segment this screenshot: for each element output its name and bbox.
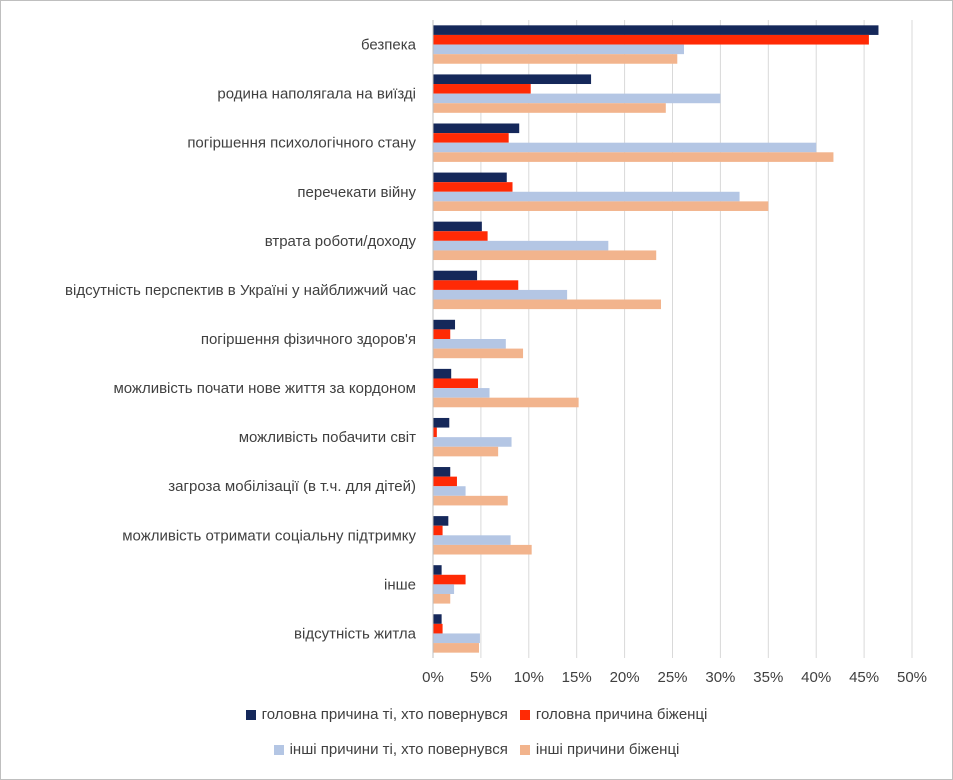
x-tick-label: 40% bbox=[801, 669, 831, 686]
bar-s0-c12 bbox=[433, 614, 442, 624]
bar-s3-c11 bbox=[433, 593, 451, 604]
category-label: загроза мобілізації (в т.ч. для дітей) bbox=[168, 478, 416, 495]
bar-s0-c11 bbox=[433, 565, 442, 575]
legend-label-main-refugees: головна причина біженці bbox=[535, 706, 708, 723]
category-label: безпека bbox=[361, 37, 417, 54]
bar-s2-c12 bbox=[433, 633, 480, 644]
category-label: можливість побачити світ bbox=[239, 429, 416, 446]
bar-s3-c1 bbox=[433, 103, 666, 113]
legend-swatch-main-refugees bbox=[519, 709, 530, 720]
legend-row-1: головна причина ті, хто повернувся голов… bbox=[0, 706, 953, 723]
x-tick-label: 25% bbox=[657, 669, 687, 686]
bar-s3-c3 bbox=[433, 201, 769, 211]
bar-s3-c4 bbox=[433, 250, 657, 261]
bar-s3-c12 bbox=[433, 643, 479, 653]
bar-s3-c8 bbox=[433, 446, 499, 457]
category-label: перечекати війну bbox=[297, 184, 416, 201]
bar-s0-c9 bbox=[433, 467, 451, 477]
bar-s3-c9 bbox=[433, 495, 508, 506]
bar-s1-c2 bbox=[433, 133, 509, 143]
bar-s0-c7 bbox=[433, 368, 452, 379]
bar-s3-c6 bbox=[433, 348, 524, 359]
legend-row-2: інші причини ті, хто повернувся інші при… bbox=[0, 741, 953, 758]
x-tick-label: 50% bbox=[897, 669, 927, 686]
bar-s2-c6 bbox=[433, 339, 506, 349]
bar-s2-c9 bbox=[433, 486, 466, 496]
bar-s2-c7 bbox=[433, 388, 490, 398]
category-label: можливість почати нове життя за кордоном bbox=[113, 380, 416, 397]
category-label: відсутність житла bbox=[294, 625, 417, 642]
bar-s2-c10 bbox=[433, 535, 511, 545]
x-tick-label: 20% bbox=[610, 669, 640, 686]
bar-s2-c5 bbox=[433, 289, 568, 300]
legend-item-other-returned: інші причини ті, хто повернувся bbox=[273, 741, 508, 758]
bar-s2-c0 bbox=[433, 44, 684, 55]
bar-chart: безпека родина наполягала на виїзді погірш… bbox=[65, 20, 927, 686]
bar-s0-c4 bbox=[433, 221, 482, 232]
bar-s1-c11 bbox=[433, 574, 466, 585]
category-label: відсутність перспектив в Україні у найбл… bbox=[65, 282, 416, 299]
bar-s3-c7 bbox=[433, 397, 579, 408]
bar-s2-c2 bbox=[433, 142, 817, 153]
bar-s2-c4 bbox=[433, 240, 609, 251]
bar-s0-c6 bbox=[433, 319, 456, 330]
bar-s2-c1 bbox=[433, 93, 721, 104]
bar-s1-c0 bbox=[433, 34, 869, 45]
bar-s1-c6 bbox=[433, 329, 451, 339]
legend-item-main-refugees: головна причина біженці bbox=[519, 706, 708, 723]
legend-swatch-main-returned bbox=[245, 709, 256, 720]
bar-s1-c1 bbox=[433, 84, 531, 94]
bar-s3-c0 bbox=[433, 54, 678, 64]
x-tick-label: 45% bbox=[849, 669, 879, 686]
legend-item-main-returned: головна причина ті, хто повернувся bbox=[245, 706, 508, 723]
bar-s0-c10 bbox=[433, 516, 449, 526]
bar-s0-c0 bbox=[433, 25, 879, 35]
bar-s1-c5 bbox=[433, 280, 519, 290]
bar-s0-c3 bbox=[433, 172, 507, 183]
bar-s0-c2 bbox=[433, 123, 520, 134]
bar-s0-c8 bbox=[433, 417, 450, 428]
bar-s1-c9 bbox=[433, 476, 457, 487]
legend-label-other-refugees: інші причини біженці bbox=[535, 741, 680, 758]
x-tick-label: 10% bbox=[514, 669, 544, 686]
x-tick-label: 30% bbox=[705, 669, 735, 686]
bar-s1-c10 bbox=[433, 525, 443, 536]
bar-s3-c5 bbox=[433, 299, 662, 310]
category-label: родина наполягала на виїзді bbox=[217, 86, 416, 103]
legend-swatch-other-refugees bbox=[519, 744, 530, 755]
category-label: можливість отримати соціальну підтримку bbox=[122, 527, 416, 544]
x-tick-label: 15% bbox=[562, 669, 592, 686]
legend-label-main-returned: головна причина ті, хто повернувся bbox=[261, 706, 508, 723]
category-label: інше bbox=[384, 576, 416, 593]
bar-s1-c3 bbox=[433, 182, 513, 192]
bar-s2-c8 bbox=[433, 437, 512, 447]
bar-s2-c3 bbox=[433, 191, 740, 202]
x-tick-label: 5% bbox=[470, 669, 492, 686]
bar-s3-c2 bbox=[433, 152, 834, 162]
legend-label-other-returned: інші причини ті, хто повернувся bbox=[289, 741, 508, 758]
bar-s0-c1 bbox=[433, 74, 592, 85]
x-tick-label: 35% bbox=[753, 669, 783, 686]
bar-s2-c11 bbox=[433, 584, 455, 594]
bar-s3-c10 bbox=[433, 544, 532, 555]
bar-s1-c4 bbox=[433, 231, 488, 241]
category-label: погіршення фізичного здоров'я bbox=[201, 331, 416, 348]
bar-s1-c7 bbox=[433, 378, 479, 389]
bar-s1-c8 bbox=[433, 427, 437, 438]
x-tick-label: 0% bbox=[422, 669, 444, 686]
category-label: погіршення психологічного стану bbox=[187, 135, 416, 152]
legend-item-other-refugees: інші причини біженці bbox=[519, 741, 680, 758]
bar-s0-c5 bbox=[433, 270, 478, 281]
category-label: втрата роботи/доходу bbox=[265, 233, 417, 250]
bar-s1-c12 bbox=[433, 623, 443, 634]
legend-swatch-other-returned bbox=[273, 744, 284, 755]
